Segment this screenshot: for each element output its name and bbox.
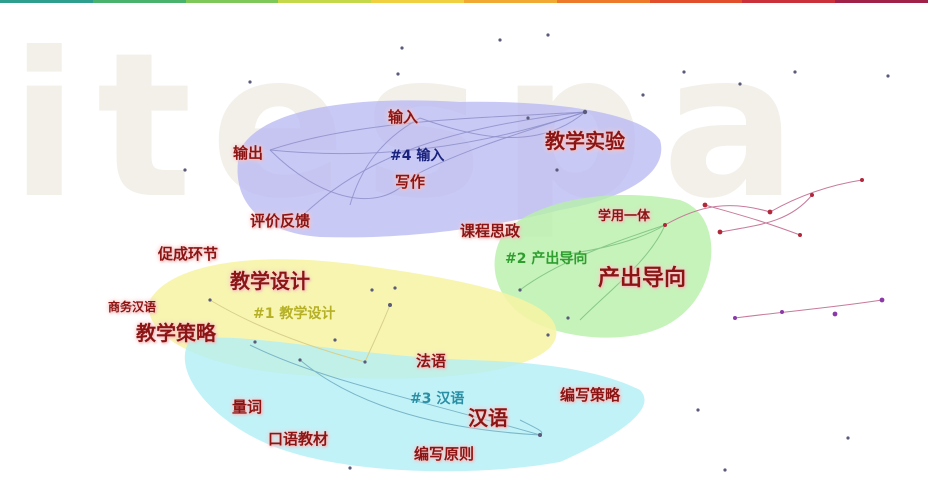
keyword-label: 教学策略 xyxy=(136,321,216,345)
outlier-nodes xyxy=(663,178,864,237)
keyword-label: 评价反馈 xyxy=(250,212,311,230)
keyword-label: 输入 xyxy=(388,108,419,126)
timeline-segment xyxy=(371,0,464,3)
keyword-label: 产出导向 xyxy=(598,265,687,291)
cluster-3-hull xyxy=(184,337,645,472)
timeline-segment xyxy=(649,0,743,3)
cluster-4-hull xyxy=(237,100,662,238)
cluster-label-2: #2 产出导向 xyxy=(505,251,588,267)
keyword-label: 课程思政 xyxy=(460,222,521,240)
keyword-label: 促成环节 xyxy=(158,245,219,263)
cluster-1-links xyxy=(209,299,391,363)
keyword-label: 输出 xyxy=(233,144,264,162)
keyword-label: 写作 xyxy=(395,173,426,191)
keyword-label: 学用一体 xyxy=(598,209,651,224)
keyword-label: 法语 xyxy=(416,352,447,370)
keyword-label: 汉语 xyxy=(468,406,508,430)
timeline-segment xyxy=(835,0,928,3)
timeline-segment xyxy=(92,0,186,3)
keyword-label: 教学实验 xyxy=(545,129,625,153)
timeline-segment xyxy=(185,0,279,3)
cluster-label-3: #3 汉语 xyxy=(410,391,465,407)
cluster-label-1: #1 教学设计 xyxy=(253,306,336,322)
keyword-label: 商务汉语 xyxy=(108,300,157,314)
keyword-label: 口语教材 xyxy=(268,430,329,448)
timeline-segment xyxy=(556,0,650,3)
background-nodes xyxy=(183,33,890,472)
cluster-2-links xyxy=(519,224,666,321)
keyword-label: 编写策略 xyxy=(560,386,621,404)
cluster-label-4: #4 输入 xyxy=(390,148,445,164)
outlier-links xyxy=(664,179,883,319)
timeline-segment xyxy=(278,0,372,3)
timeline-color-bar xyxy=(0,0,928,10)
keyword-label: 编写原则 xyxy=(414,445,475,463)
timeline-segment xyxy=(0,0,93,3)
keyword-label: 教学设计 xyxy=(230,269,310,293)
cluster-4-links xyxy=(269,111,586,219)
purple-nodes xyxy=(733,297,885,320)
cluster-2-hull xyxy=(494,194,712,338)
keyword-label: 量词 xyxy=(232,398,263,416)
timeline-segment xyxy=(463,0,557,3)
timeline-segment xyxy=(742,0,836,3)
